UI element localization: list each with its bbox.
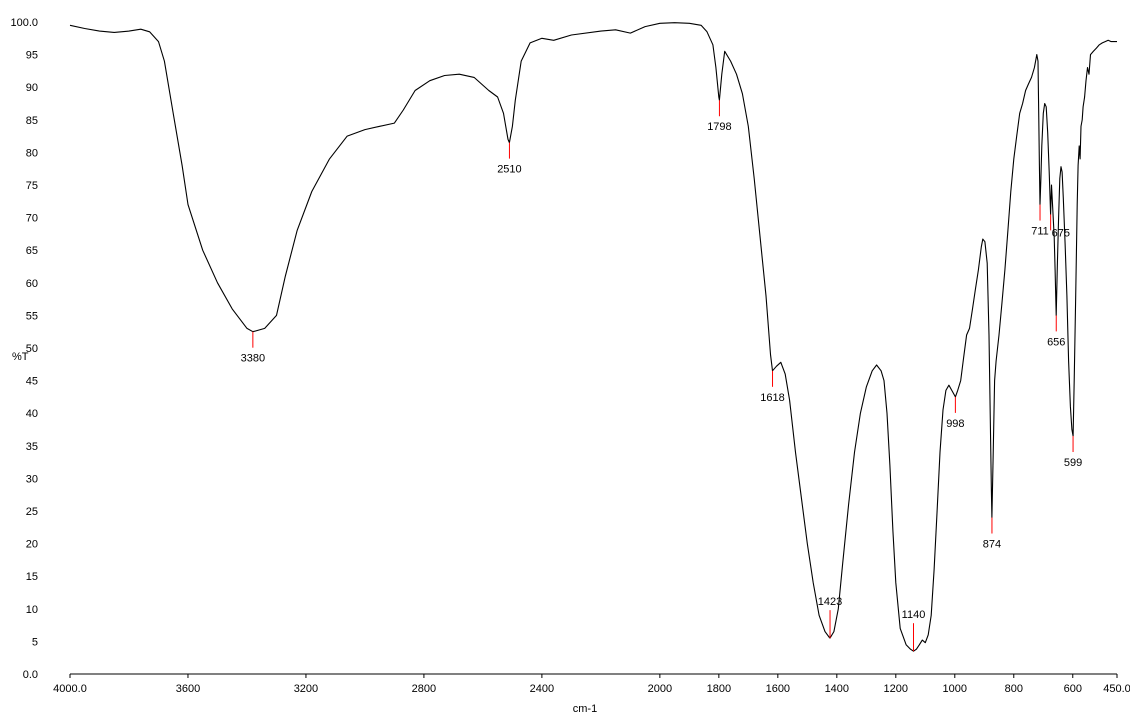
- y-tick-label: 65: [26, 245, 38, 257]
- y-tick-label: 95: [26, 50, 38, 62]
- y-tick-label: 70: [26, 213, 38, 225]
- x-tick-label: 800: [1005, 683, 1023, 695]
- y-tick-label: 85: [26, 115, 38, 127]
- x-tick-label: 3600: [176, 683, 200, 695]
- peak-label: 656: [1047, 336, 1065, 348]
- y-tick-label: 30: [26, 473, 38, 485]
- x-tick-label: 1800: [707, 683, 731, 695]
- y-tick-label: 80: [26, 147, 38, 159]
- x-tick-label: 1200: [884, 683, 908, 695]
- peak-label: 599: [1064, 457, 1082, 469]
- peak-label: 1618: [760, 392, 784, 404]
- y-tick-label: 45: [26, 376, 38, 388]
- y-tick-label: 25: [26, 506, 38, 518]
- x-tick-label: 2400: [530, 683, 554, 695]
- peak-label: 1798: [707, 121, 731, 133]
- x-axis-ticks: 4000.0 3600 3200 2800 2400 2000 1800 1600 1400 12…: [53, 674, 1130, 695]
- y-tick-label: 5: [32, 636, 38, 648]
- x-tick-label: 1600: [766, 683, 790, 695]
- x-axis-title: cm-1: [573, 703, 597, 715]
- x-tick-label: 2000: [648, 683, 672, 695]
- peak-label: 675: [1052, 227, 1070, 239]
- y-tick-label: 35: [26, 441, 38, 453]
- peak-label: 1423: [818, 596, 842, 608]
- x-tick-label: 1400: [825, 683, 849, 695]
- y-tick-label: 20: [26, 539, 38, 551]
- y-tick-label: 0.0: [23, 669, 38, 681]
- peak-markers: 3380 2510 1798 1618 1423 1140 998 874 711 675 656 5…: [241, 100, 1082, 652]
- peak-label: 1140: [902, 609, 926, 621]
- peak-label: 711: [1031, 226, 1049, 238]
- y-tick-label: 10: [26, 604, 38, 616]
- x-tick-label: 4000.0: [53, 683, 87, 695]
- x-tick-label: 1000: [943, 683, 967, 695]
- y-tick-label: 90: [26, 82, 38, 94]
- y-tick-label: 100.0: [10, 17, 38, 29]
- y-axis-ticks: 100.095908580757065605550454035302520151…: [10, 17, 38, 681]
- x-tick-label: 600: [1064, 683, 1082, 695]
- peak-label: 2510: [497, 164, 521, 176]
- y-tick-label: 50: [26, 343, 38, 355]
- peak-label: 874: [983, 539, 1001, 551]
- peak-label: 998: [946, 418, 964, 430]
- y-axis-title: %T: [12, 351, 29, 363]
- y-tick-label: 40: [26, 408, 38, 420]
- x-tick-label: 450.0: [1103, 683, 1130, 695]
- y-tick-label: 60: [26, 278, 38, 290]
- y-tick-label: 75: [26, 180, 38, 192]
- peak-label: 3380: [241, 353, 265, 365]
- y-tick-label: 55: [26, 310, 38, 322]
- spectrum-series-line: [69, 22, 1117, 652]
- y-tick-label: 15: [26, 571, 38, 583]
- x-tick-label: 3200: [294, 683, 318, 695]
- x-tick-label: 2800: [412, 683, 436, 695]
